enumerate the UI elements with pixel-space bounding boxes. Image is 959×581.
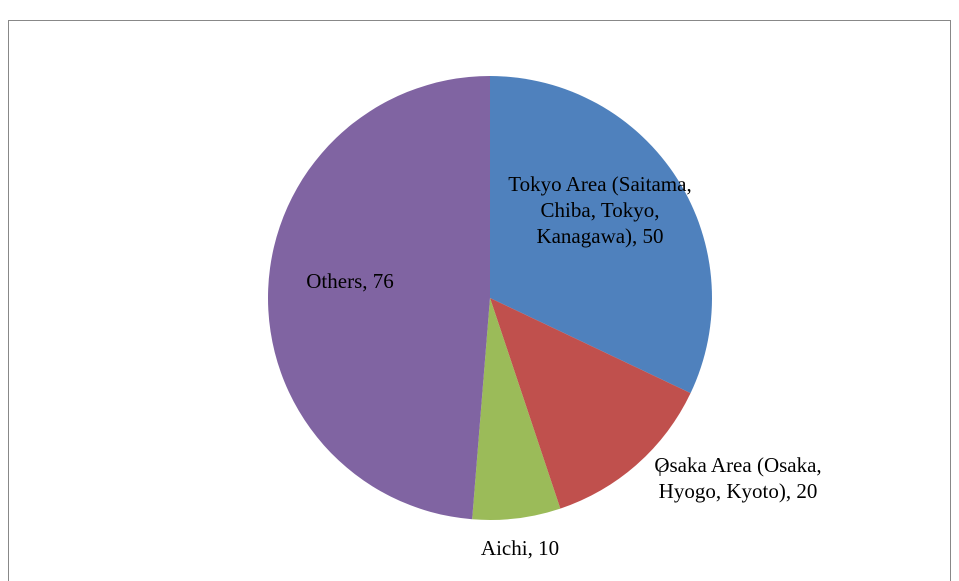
pie-slice — [267, 76, 490, 520]
pie-slice — [490, 298, 691, 509]
leader-line — [659, 461, 669, 476]
pie-slice — [472, 298, 561, 520]
data-label: Aichi, 10 — [480, 536, 560, 560]
pie-slice — [490, 76, 712, 394]
data-label: Tokyo Area (Saitama, Chiba, Tokyo, Kanag… — [508, 172, 692, 248]
data-label: Others, 76 — [306, 269, 394, 293]
data-label: Osaka Area (Osaka, Hyogo, Kyoto), 20 — [654, 453, 822, 503]
